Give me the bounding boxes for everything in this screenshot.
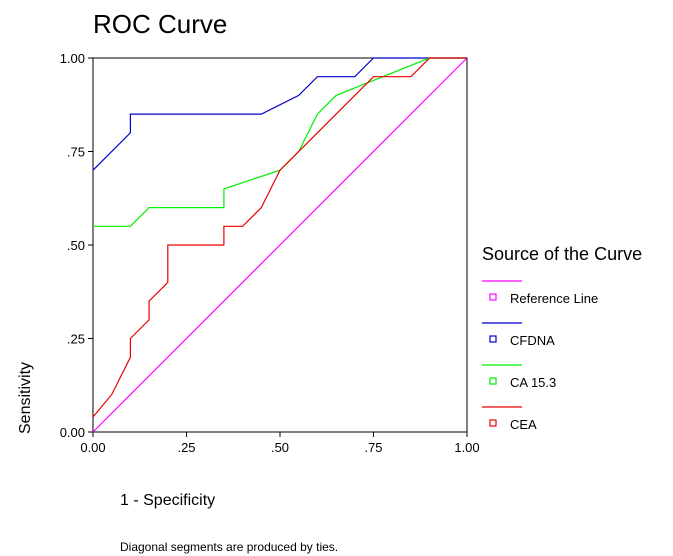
y-tick-label: 0.00 (60, 425, 85, 440)
x-tick-label: 1.00 (454, 440, 479, 455)
y-tick-label: .25 (67, 332, 85, 347)
series-line-ca-15-3 (93, 57, 467, 227)
y-tick-label: .75 (67, 145, 85, 160)
x-axis-label: 1 - Specificity (120, 492, 215, 509)
y-tick-label: .50 (67, 238, 85, 253)
legend: Reference Line CFDNA CA 15.3 CEA (482, 280, 598, 432)
y-axis: 0.00 .25 .50 .75 1.00 (60, 51, 93, 440)
y-axis-label: Sensitivity (17, 362, 34, 434)
series-line-cfdna (92, 57, 467, 171)
series-layer (92, 57, 468, 433)
series-line-cea (92, 57, 467, 418)
x-tick-label: .25 (177, 440, 195, 455)
y-tick-label: 1.00 (60, 51, 85, 66)
chart-title: ROC Curve (93, 9, 227, 39)
x-tick-label: .50 (271, 440, 289, 455)
x-tick-label: .75 (364, 440, 382, 455)
legend-marker-cfdna (489, 335, 497, 343)
legend-marker-ca-15-3 (489, 377, 497, 385)
legend-label-cea: CEA (510, 417, 537, 432)
legend-title: Source of the Curve (482, 244, 642, 264)
x-axis: 0.00 .25 .50 .75 1.00 (80, 432, 480, 455)
legend-label-reference-line: Reference Line (510, 291, 598, 306)
series-line-reference-line (92, 57, 468, 433)
x-tick-label: 0.00 (80, 440, 105, 455)
legend-marker-cea (489, 419, 497, 427)
legend-label-ca-15-3: CA 15.3 (510, 375, 556, 390)
legend-marker-reference-line (489, 293, 497, 301)
footnote: Diagonal segments are produced by ties. (120, 540, 338, 554)
legend-label-cfdna: CFDNA (510, 333, 555, 348)
